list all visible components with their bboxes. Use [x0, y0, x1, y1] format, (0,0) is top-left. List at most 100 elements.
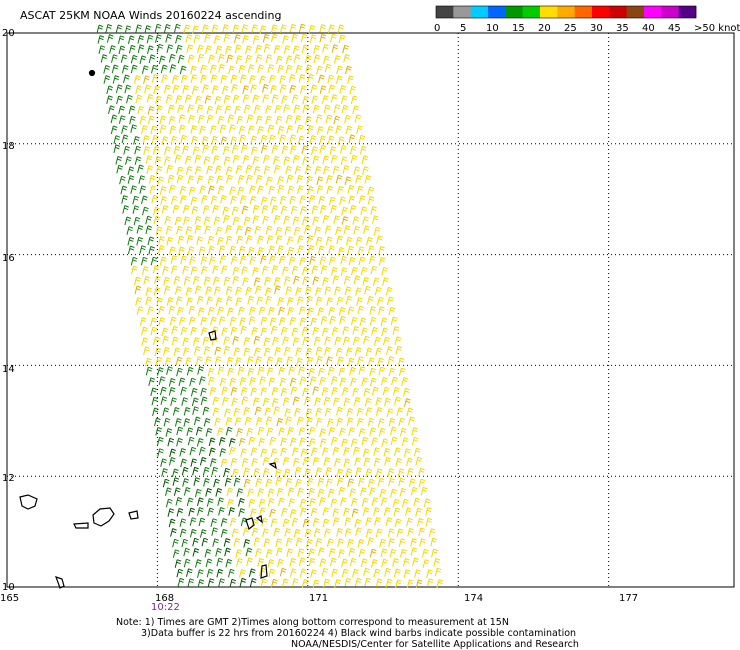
wind-barb [396, 407, 404, 417]
wind-barb [177, 235, 185, 245]
wind-barb [355, 236, 363, 246]
wind-barb [239, 577, 247, 587]
wind-barb [345, 125, 353, 135]
wind-barb [371, 497, 379, 506]
wind-barb [351, 266, 358, 276]
wind-barb [309, 376, 317, 386]
wind-barb [367, 357, 375, 366]
wind-barb [388, 417, 396, 427]
wind-barb [135, 297, 142, 306]
wind-barb [162, 266, 169, 275]
island [73, 522, 89, 529]
wind-barb [304, 468, 311, 477]
wind-barb [154, 347, 162, 357]
wind-barb [213, 478, 220, 488]
wind-barb [268, 306, 275, 316]
wind-barb [286, 297, 294, 306]
wind-barb [205, 488, 212, 497]
wind-barb [252, 156, 260, 165]
wind-barb [332, 446, 340, 456]
wind-barb [361, 377, 368, 387]
wind-barb [230, 256, 238, 265]
wind-barb [215, 45, 223, 55]
wind-barb [171, 74, 179, 84]
wind-barb [342, 44, 349, 54]
wind-barb [280, 387, 288, 397]
wind-barb [193, 337, 200, 346]
wind-barb [347, 306, 355, 315]
wind-barb [365, 347, 373, 357]
wind-barb [145, 225, 153, 235]
wind-barb [353, 166, 361, 175]
wind-barb [328, 307, 335, 316]
wind-barb [221, 265, 228, 274]
wind-barb [227, 498, 234, 508]
wind-barb [308, 487, 315, 497]
wind-barb [229, 245, 236, 255]
wind-barb [302, 95, 309, 105]
wind-barb [238, 508, 245, 517]
wind-barb [182, 337, 189, 347]
wind-barb [186, 427, 194, 437]
wind-barb [360, 266, 368, 276]
wind-barb [322, 44, 329, 53]
wind-barb [179, 448, 186, 457]
wind-barb [181, 397, 188, 406]
wind-barb [317, 477, 325, 487]
wind-barb [184, 94, 192, 104]
wind-barb [349, 85, 357, 95]
wind-barb [174, 559, 182, 568]
wind-barb [291, 94, 299, 103]
wind-barb [292, 447, 299, 457]
wind-barb [297, 245, 304, 254]
wind-barb [322, 155, 330, 165]
wind-barb [290, 568, 297, 577]
wind-barb [252, 215, 260, 224]
wind-barb [137, 44, 145, 54]
wind-barb [187, 175, 195, 184]
wind-barb [151, 194, 158, 204]
wind-barb [135, 85, 142, 94]
wind-barb [241, 24, 248, 33]
wind-barb [203, 156, 211, 165]
wind-barb [319, 256, 327, 265]
wind-barb [349, 557, 357, 567]
wind-barb [339, 315, 346, 325]
wind-barb [345, 65, 352, 75]
wind-barb [199, 376, 206, 385]
wind-barb [255, 285, 262, 295]
wind-barb [201, 24, 209, 34]
wind-barb [208, 376, 215, 386]
wind-barb [126, 226, 134, 235]
wind-barb [154, 156, 162, 165]
color-legend [435, 5, 697, 19]
wind-barb [340, 497, 347, 506]
wind-barb [362, 277, 369, 286]
wind-barb [239, 317, 246, 326]
wind-barb [354, 347, 362, 356]
legend-label: 25 [564, 23, 577, 34]
wind-barb [311, 205, 319, 215]
wind-barb [404, 398, 411, 407]
wind-barb [127, 166, 135, 176]
wind-barb [332, 165, 340, 175]
wind-barb [263, 347, 271, 357]
wind-barb [356, 297, 363, 306]
wind-barb [285, 165, 292, 175]
wind-barb [334, 336, 342, 346]
wind-barb [228, 124, 236, 133]
wind-barb [308, 367, 316, 377]
wind-barb [169, 246, 176, 256]
legend-label: 0 [434, 23, 440, 34]
wind-barb [365, 528, 373, 538]
wind-barb [103, 75, 111, 84]
wind-barb [280, 205, 288, 215]
wind-barb [161, 468, 168, 477]
wind-barb [253, 347, 261, 357]
wind-barb [326, 185, 334, 195]
wind-barb [398, 417, 405, 427]
wind-barb [260, 144, 268, 154]
wind-barb [271, 94, 279, 103]
wind-barb [300, 448, 308, 458]
wind-barb [353, 225, 361, 235]
